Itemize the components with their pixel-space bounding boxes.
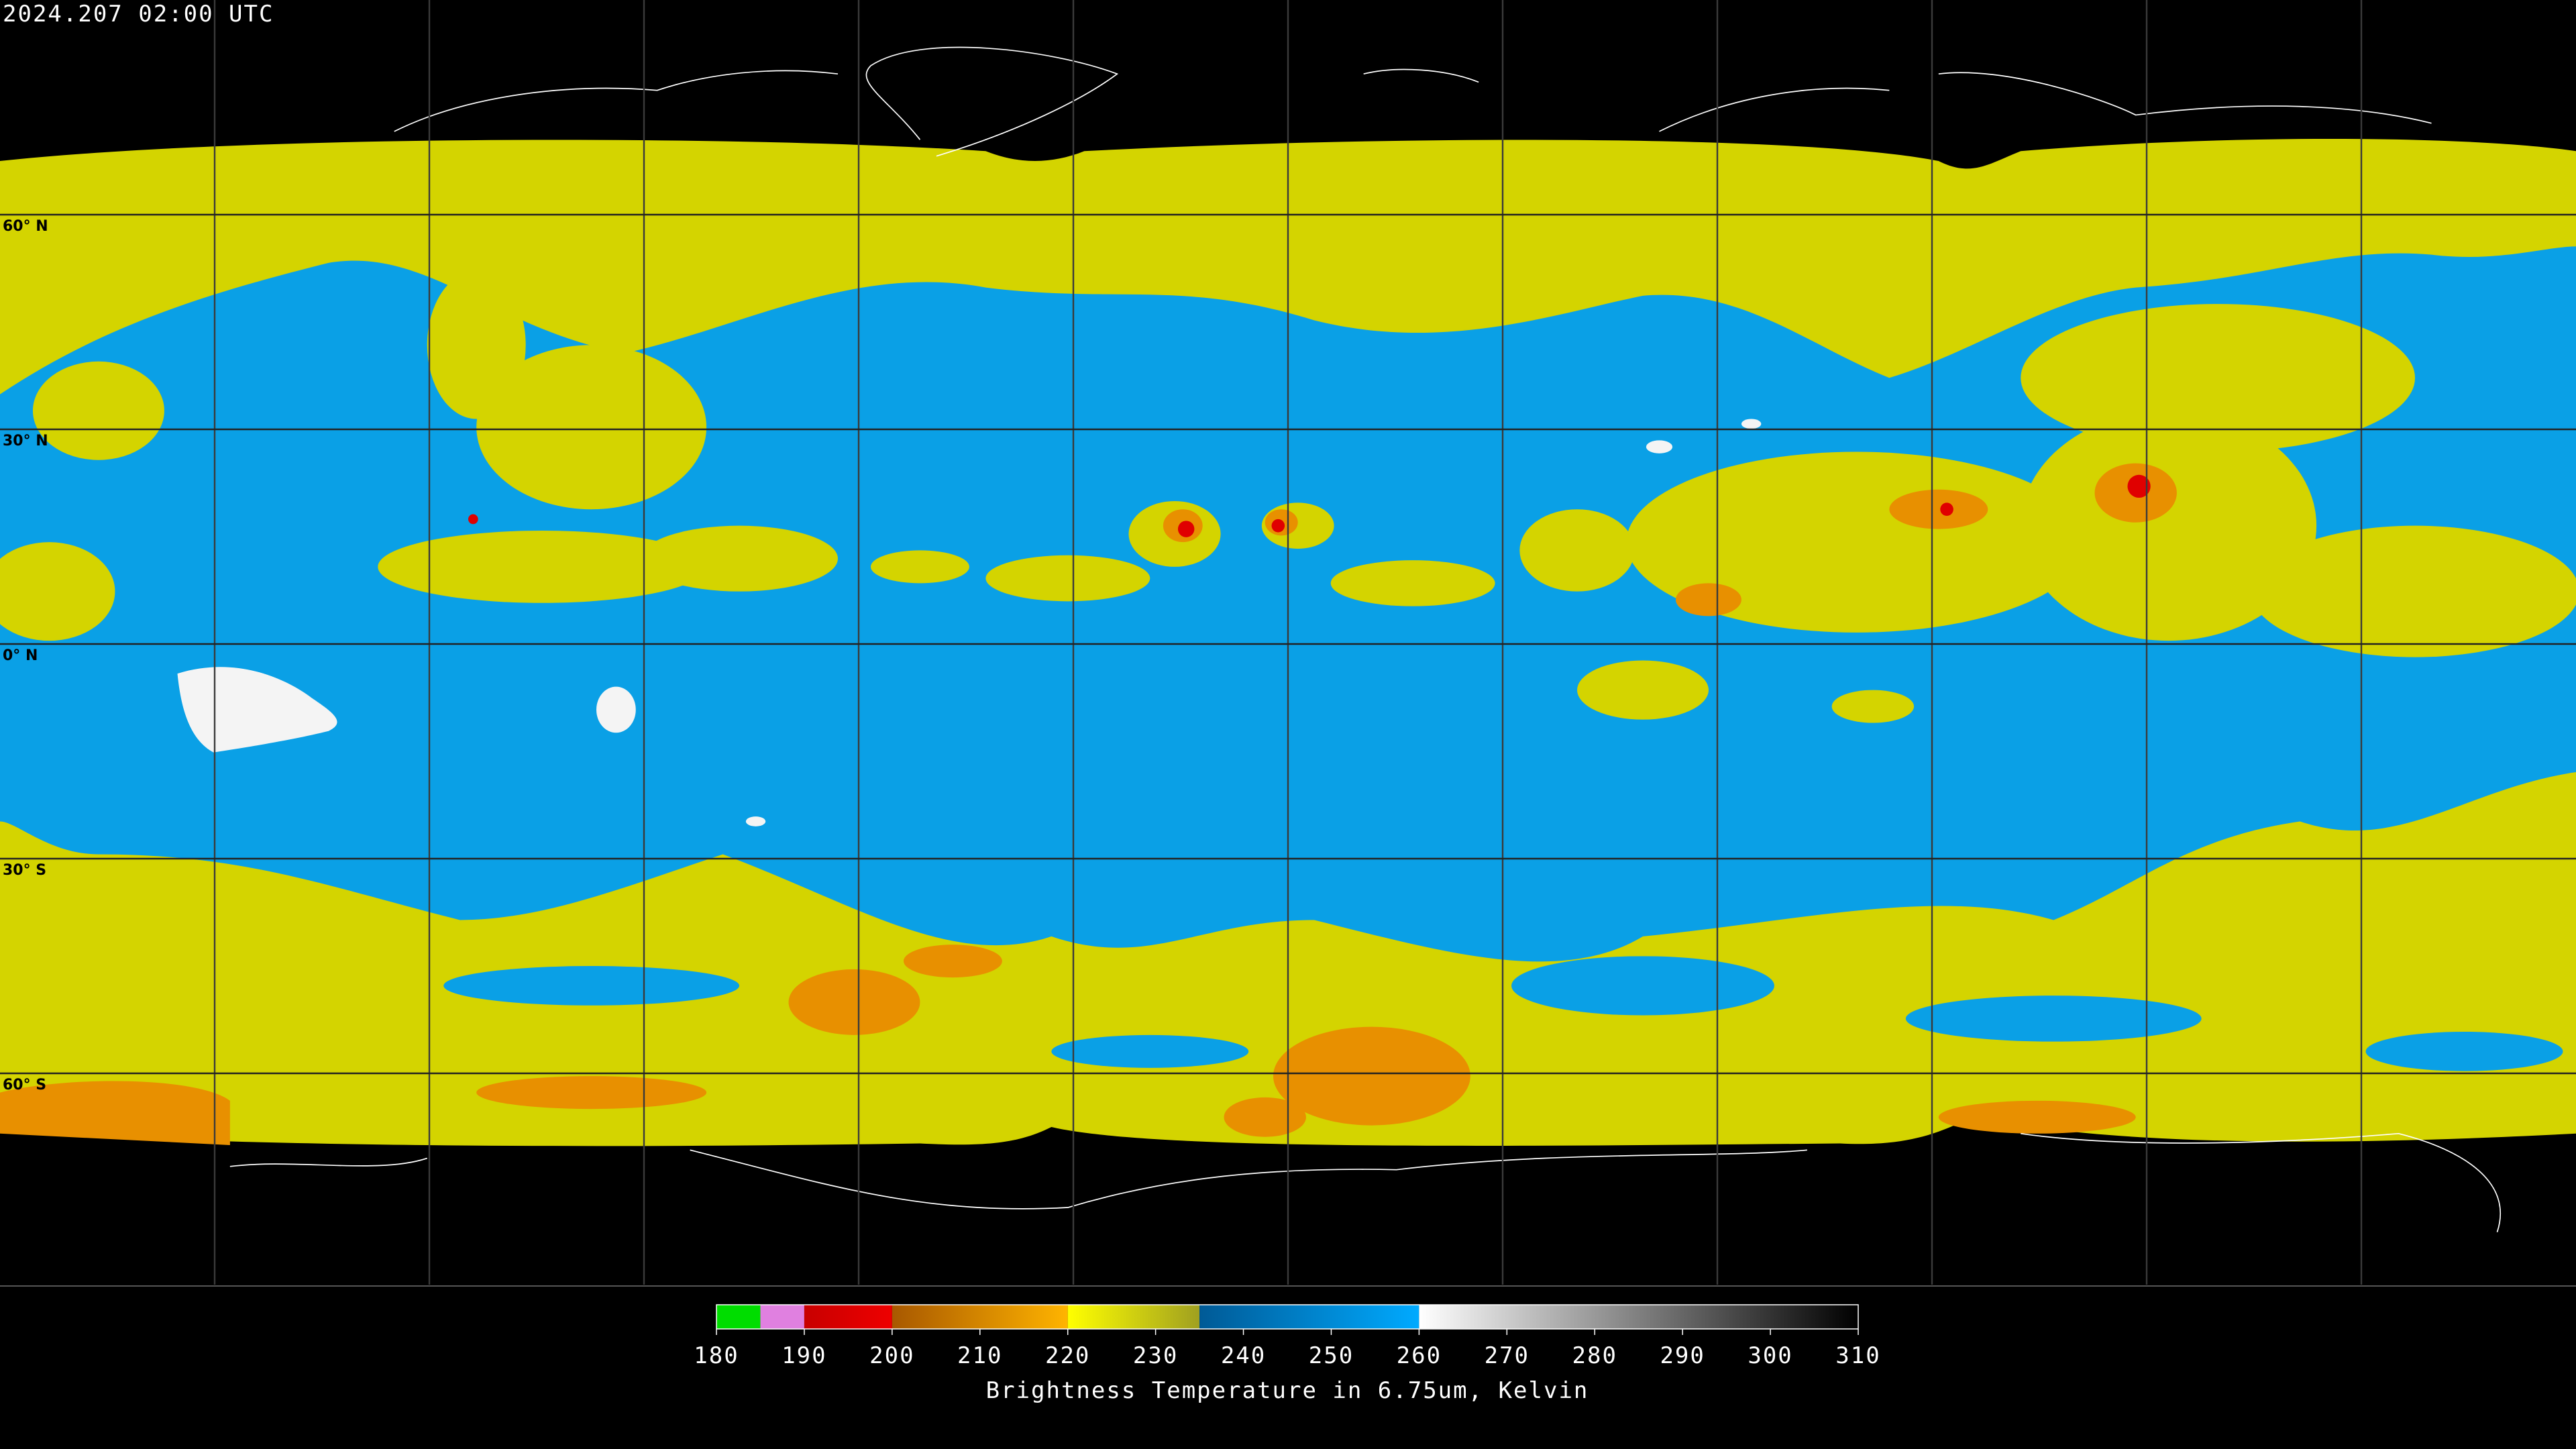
colorbar-tick-label: 190 — [782, 1342, 826, 1369]
latitude-label: 0° N — [3, 647, 38, 664]
colorbar-tick-label: 290 — [1660, 1342, 1705, 1369]
latitude-label: 60° S — [3, 1077, 46, 1093]
colorbar-tick-label: 240 — [1221, 1342, 1266, 1369]
cold-cloud-tops — [0, 463, 2177, 1145]
colorbar-tick-label: 280 — [1572, 1342, 1617, 1369]
colorbar-tick-label: 180 — [694, 1342, 739, 1369]
colorbar-tick-label: 220 — [1045, 1342, 1090, 1369]
latitude-label: 60° N — [3, 218, 48, 235]
colorbar-tick-label: 260 — [1397, 1342, 1442, 1369]
colorbar-segment — [1419, 1305, 1858, 1329]
warm-patches — [177, 419, 1762, 826]
colorbar-segment — [760, 1305, 804, 1329]
latitude-label: 30° S — [3, 862, 46, 879]
colorbar-segment — [1067, 1305, 1200, 1329]
colorbar-tick-label: 230 — [1133, 1342, 1178, 1369]
colorbar-frame — [716, 1304, 1859, 1330]
latitude-layer: 60° N 30° N 0° N 30° S 60° S — [0, 213, 2576, 1093]
latitude-label: 30° N — [3, 433, 48, 449]
timestamp: 2024.207 02:00 UTC — [3, 1, 274, 28]
colorbar-tick-label: 300 — [1748, 1342, 1792, 1369]
deep-convection — [468, 474, 2151, 537]
colorbar-tick-label: 270 — [1485, 1342, 1529, 1369]
colorbar-tick-label: 310 — [1835, 1342, 1880, 1369]
dry-slots — [443, 956, 2563, 1071]
colorbar-segment — [716, 1305, 761, 1329]
colorbar-tick-label: 200 — [869, 1342, 914, 1369]
colorbar-tick-label: 250 — [1309, 1342, 1354, 1369]
colorbar-label: Brightness Temperature in 6.75um, Kelvin — [986, 1377, 1589, 1404]
coastlines — [229, 46, 2502, 1233]
colorbar: 180 190 200 210 220 230 240 250 260 270 280 290 300 3… — [694, 1305, 1880, 1369]
colorbar-tick-label: 210 — [957, 1342, 1002, 1369]
colorbar-segment — [804, 1305, 892, 1329]
colorbar-segment — [1199, 1305, 1419, 1329]
colorbar-segment — [892, 1305, 1068, 1329]
